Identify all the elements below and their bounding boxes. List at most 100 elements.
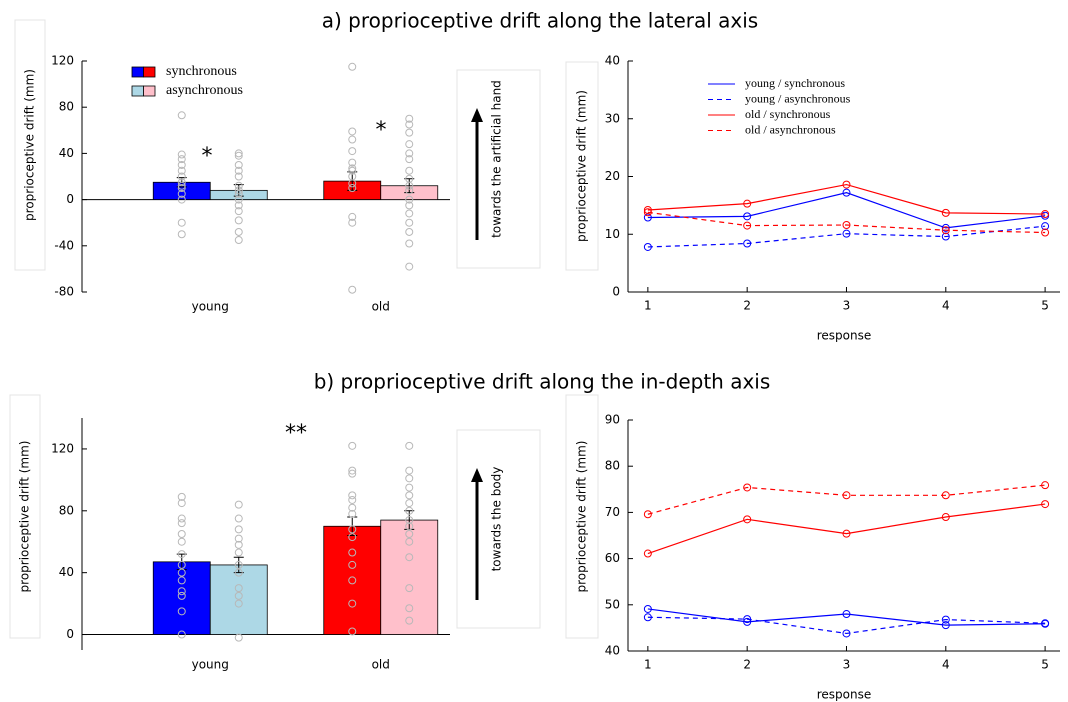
data-point <box>234 514 243 523</box>
marker <box>743 483 752 492</box>
data-point <box>405 466 414 475</box>
x-tick-label: 2 <box>743 658 751 672</box>
data-point <box>234 189 243 198</box>
data-point <box>177 181 186 190</box>
marker <box>743 615 752 624</box>
x-tick-label: 5 <box>1041 299 1049 313</box>
data-point <box>177 587 186 596</box>
data-point <box>177 591 186 600</box>
bar <box>380 519 439 635</box>
data-point <box>234 500 243 509</box>
data-point <box>234 207 243 216</box>
data-point <box>405 166 414 175</box>
data-point <box>234 181 243 190</box>
label-box <box>565 394 599 639</box>
data-point <box>234 195 243 204</box>
data-point <box>177 111 186 120</box>
data-point <box>348 599 357 608</box>
marker <box>643 549 652 558</box>
data-point <box>348 627 357 636</box>
legend-label: young / synchronous <box>745 76 845 90</box>
data-point <box>405 522 414 531</box>
data-point <box>177 195 186 204</box>
data-point <box>177 499 186 508</box>
marker <box>1041 500 1050 509</box>
data-point <box>234 599 243 608</box>
legend-swatch <box>143 66 156 78</box>
y-tick-label: 70 <box>605 505 620 519</box>
y-tick-label: 40 <box>59 146 74 160</box>
marker <box>842 180 851 189</box>
data-point <box>405 114 414 123</box>
y-tick-label: 10 <box>605 227 620 241</box>
data-point <box>177 568 186 577</box>
data-point <box>405 483 414 492</box>
data-point <box>348 218 357 227</box>
marker <box>842 529 851 538</box>
arrow-head <box>471 468 483 482</box>
marker <box>941 615 950 624</box>
data-point <box>177 537 186 546</box>
marker <box>842 188 851 197</box>
legend-label: asynchronous <box>166 83 243 98</box>
marker <box>643 613 652 622</box>
annotation: ** <box>285 421 307 446</box>
marker <box>842 629 851 638</box>
marker <box>941 621 950 630</box>
marker <box>743 221 752 230</box>
data-point <box>234 216 243 225</box>
x-tick-label: 2 <box>743 299 751 313</box>
y-tick-label: 50 <box>605 597 620 611</box>
data-point <box>348 147 357 156</box>
marker <box>941 232 950 241</box>
data-point <box>405 604 414 613</box>
data-point <box>405 506 414 515</box>
marker <box>842 221 851 230</box>
data-point <box>348 469 357 478</box>
data-point <box>234 201 243 210</box>
marker <box>743 212 752 221</box>
data-point <box>177 530 186 538</box>
y-tick-label: 80 <box>59 100 74 114</box>
data-point <box>405 155 414 164</box>
data-point <box>234 584 243 593</box>
marker <box>643 510 652 519</box>
label-box <box>565 61 599 271</box>
x-tick-label: 3 <box>843 658 851 672</box>
data-point <box>348 576 357 585</box>
data-point <box>177 550 186 559</box>
y-tick-label: -80 <box>54 285 74 299</box>
legend-swatch <box>131 85 144 97</box>
y-axis-label: proprioceptive drift (mm) <box>575 441 589 593</box>
data-point <box>405 195 414 204</box>
data-point <box>405 140 414 149</box>
data-point <box>234 160 243 169</box>
data-point <box>405 616 414 625</box>
marker <box>1041 619 1050 628</box>
section-title: a) proprioceptive drift along the latera… <box>322 9 758 33</box>
data-point <box>405 491 414 500</box>
marker <box>941 223 950 232</box>
data-point <box>234 186 243 195</box>
y-tick-label: 0 <box>612 285 620 299</box>
y-tick-label: 120 <box>51 54 74 68</box>
bar <box>323 525 382 635</box>
y-tick-label: 90 <box>605 413 620 427</box>
data-point <box>405 262 414 271</box>
data-point <box>348 179 357 188</box>
data-point <box>177 230 186 239</box>
data-point <box>234 540 243 549</box>
x-tick-label: 1 <box>644 658 652 672</box>
data-point <box>405 499 414 508</box>
data-point <box>177 189 186 198</box>
data-point <box>348 184 357 193</box>
marker <box>743 617 752 626</box>
x-tick-label: 3 <box>843 299 851 313</box>
data-point <box>177 630 186 639</box>
data-point <box>177 172 186 181</box>
data-point <box>405 120 414 129</box>
data-point <box>348 466 357 475</box>
legend-label: synchronous <box>166 64 237 79</box>
data-point <box>405 584 414 593</box>
y-tick-label: 0 <box>66 192 74 206</box>
